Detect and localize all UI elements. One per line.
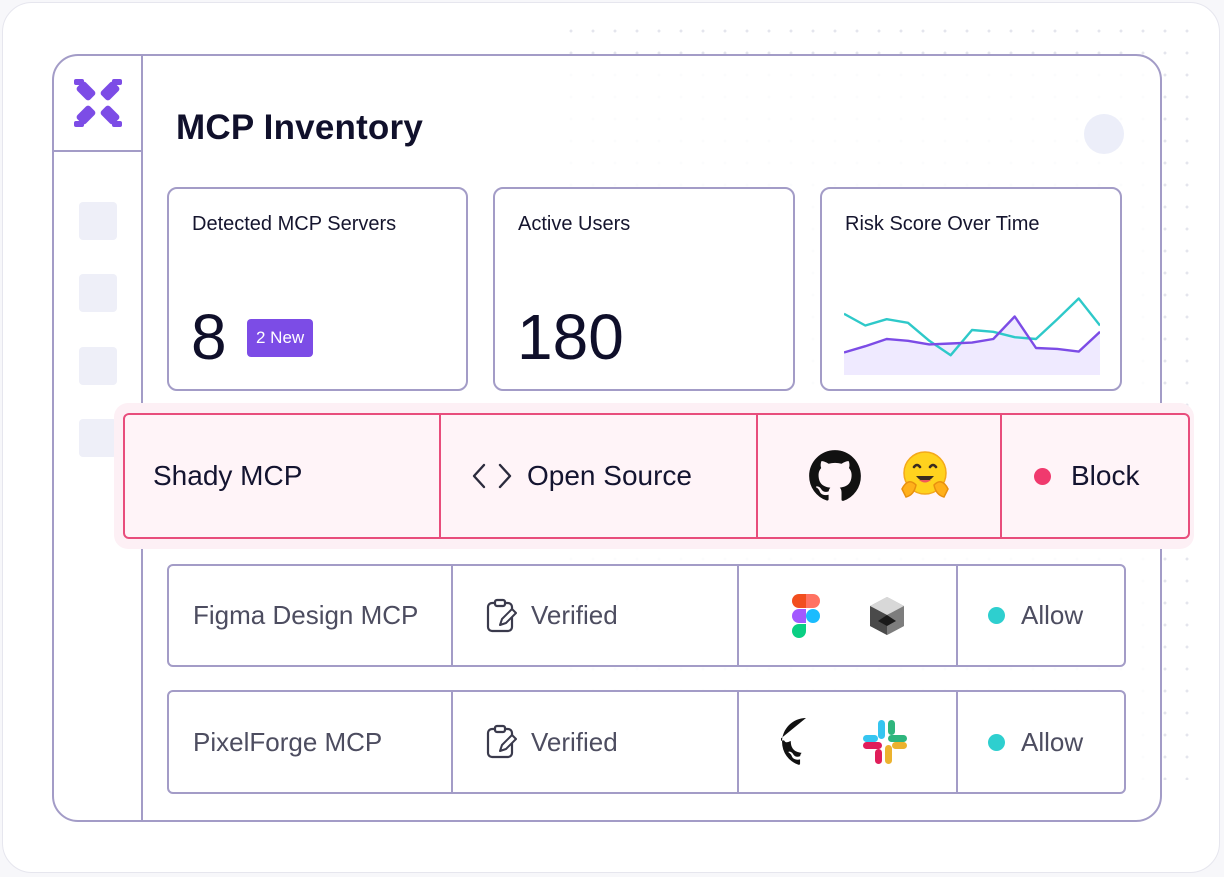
status-label: Allow [1021, 726, 1084, 757]
server-name-cell: PixelForge MCP [169, 692, 453, 792]
source-cell: Open Source [441, 415, 758, 537]
risk-series-line-2 [844, 315, 1100, 354]
table-row[interactable]: PixelForge MCP Verified Allow [167, 690, 1126, 794]
source-cell: Verified [453, 692, 739, 792]
logo-icon [73, 79, 122, 127]
source-label: Verified [531, 600, 618, 630]
slack-icon[interactable] [861, 718, 909, 766]
figma-icon[interactable] [791, 593, 821, 638]
cube-icon[interactable] [867, 595, 907, 637]
table-row[interactable]: Figma Design MCP Verified [167, 564, 1126, 667]
status-dot [1034, 467, 1051, 485]
status-dot [988, 607, 1005, 624]
source-label: Open Source [527, 460, 692, 491]
server-name-cell: Shady MCP [125, 415, 441, 537]
integrations-cell [758, 415, 1002, 537]
status-cell[interactable]: Allow [958, 692, 1124, 792]
source-cell: Verified [453, 566, 739, 665]
integrations-cell [739, 566, 958, 665]
clipboard-edit-icon [485, 724, 519, 760]
status-label: Block [1071, 460, 1140, 491]
detected-servers-card[interactable]: Detected MCP Servers 8 2 New [167, 187, 468, 391]
status-label: Allow [1021, 600, 1084, 630]
detected-servers-value: 8 [191, 301, 227, 373]
server-name-cell: Figma Design MCP [169, 566, 453, 665]
active-users-title: Active Users [518, 213, 631, 235]
risk-score-chart [844, 297, 1100, 375]
github-icon[interactable] [781, 717, 831, 767]
risk-score-title: Risk Score Over Time [845, 213, 1040, 235]
sidebar-item-3[interactable] [79, 347, 117, 385]
code-brackets-icon [471, 460, 513, 492]
logo-area[interactable] [54, 56, 141, 152]
new-badge: 2 New [247, 319, 314, 357]
risk-score-card[interactable]: Risk Score Over Time [820, 187, 1122, 391]
status-cell[interactable]: Block [1002, 415, 1188, 537]
hugging-face-icon[interactable] [898, 449, 952, 503]
github-icon[interactable] [808, 449, 862, 503]
server-name: Shady MCP [153, 460, 303, 491]
status-dot [988, 733, 1005, 751]
active-users-value: 180 [517, 301, 624, 373]
table-row[interactable]: Shady MCP Open Source Block [123, 413, 1190, 539]
risk-area-fill [844, 316, 1100, 375]
detected-servers-title: Detected MCP Servers [192, 213, 397, 235]
risk-series-line-1 [844, 297, 1100, 357]
server-name: PixelForge MCP [193, 726, 383, 757]
clipboard-edit-icon [485, 598, 519, 634]
integrations-cell [739, 692, 958, 792]
server-name: Figma Design MCP [193, 600, 419, 630]
active-users-card[interactable]: Active Users 180 [493, 187, 795, 391]
source-label: Verified [531, 726, 618, 757]
sidebar-item-4[interactable] [79, 419, 117, 457]
status-cell[interactable]: Allow [958, 566, 1124, 665]
sidebar-item-1[interactable] [79, 202, 117, 240]
page-title: MCP Inventory [176, 108, 424, 147]
avatar[interactable] [1084, 114, 1124, 154]
sidebar-item-2[interactable] [79, 274, 117, 312]
